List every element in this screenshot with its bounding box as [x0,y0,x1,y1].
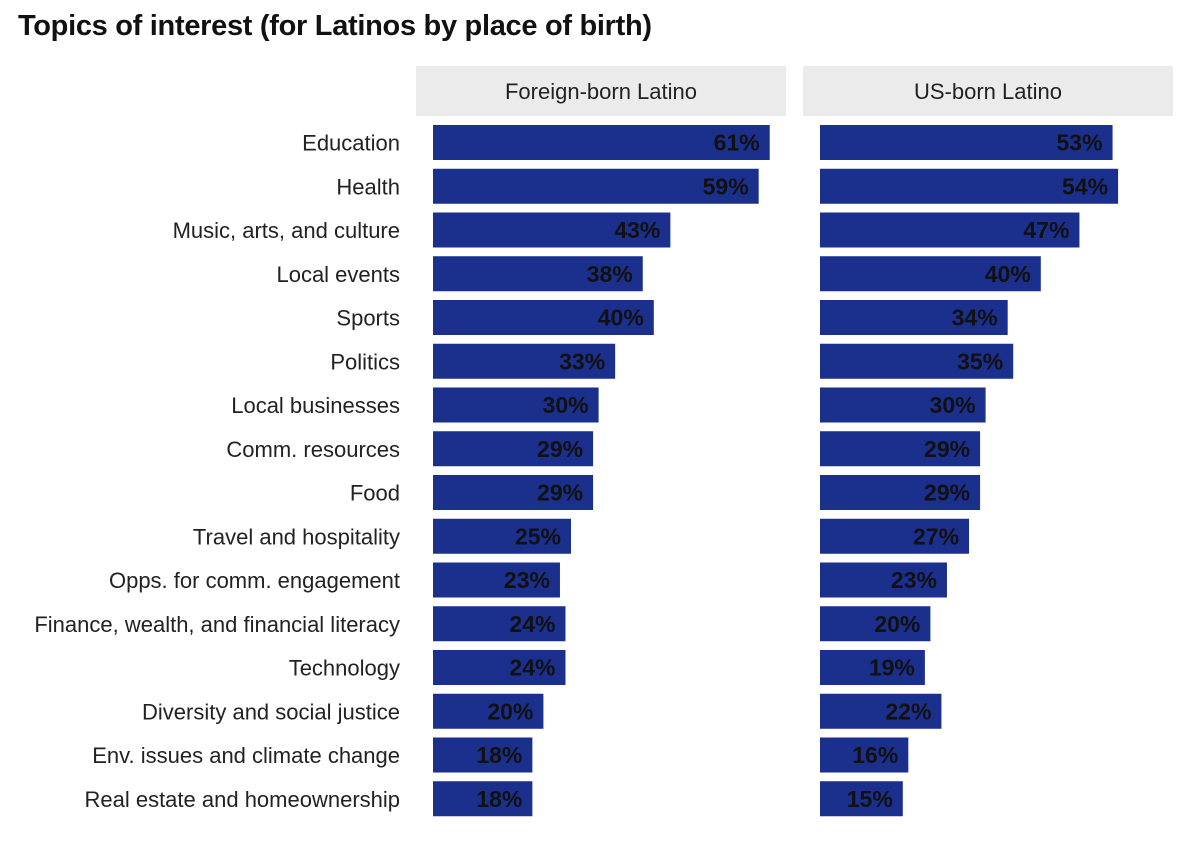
bar [820,168,1119,204]
data-label: 19% [869,655,915,681]
bar [820,562,947,598]
bar [433,343,616,379]
data-label: 18% [476,742,522,768]
category-label: Travel and hospitality [193,524,400,549]
category-label: Technology [289,656,400,681]
data-label: 30% [543,392,589,418]
bar [433,737,533,773]
category-label: Diversity and social justice [142,699,400,724]
bar [820,518,970,554]
bar [433,300,654,335]
data-label: 29% [537,436,583,462]
bar [820,650,925,685]
bar [820,737,909,773]
category-label: Education [302,131,400,156]
chart-title: Topics of interest (for Latinos by place… [18,10,652,42]
bar [820,343,1014,379]
data-label: 29% [924,480,970,506]
category-label: Env. issues and climate change [92,743,400,768]
data-label: 59% [703,173,749,199]
category-label: Food [350,481,400,506]
data-label: 53% [1057,130,1103,156]
panel-label: US-born Latino [914,79,1062,104]
category-label: Real estate and homeownership [84,787,400,812]
bar [433,431,594,467]
bar [820,125,1113,160]
bar [820,387,986,423]
data-label: 15% [847,786,893,812]
bar [433,168,759,204]
category-label: Music, arts, and culture [173,218,400,243]
bar [820,475,981,510]
data-label: 29% [537,480,583,506]
category-label: Local events [276,262,400,287]
data-label: 24% [509,655,555,681]
panel-header [416,66,786,116]
bar [433,475,594,510]
bar [820,300,1008,335]
category-label: Sports [336,306,400,331]
bar [433,387,599,423]
data-label: 25% [515,523,561,549]
bar [820,781,903,817]
data-label: 47% [1023,217,1069,243]
bar [433,693,544,729]
bar [820,256,1041,292]
data-label: 29% [924,436,970,462]
data-label: 54% [1062,173,1108,199]
data-label: 34% [952,305,998,331]
panel-header [803,66,1173,116]
data-label: 40% [598,305,644,331]
data-label: 61% [714,130,760,156]
data-label: 20% [487,698,533,724]
bar [433,562,560,598]
data-label: 23% [891,567,937,593]
data-label: 24% [509,611,555,637]
data-label: 22% [885,698,931,724]
data-label: 33% [559,348,605,374]
data-label: 38% [587,261,633,287]
bar [433,212,671,248]
data-label: 35% [957,348,1003,374]
data-label: 40% [985,261,1031,287]
data-label: 30% [930,392,976,418]
data-label: 27% [913,523,959,549]
bar [820,693,942,729]
bar [433,781,533,817]
category-label: Finance, wealth, and financial literacy [34,612,400,637]
data-label: 23% [504,567,550,593]
bar [433,518,571,554]
bar [433,125,770,160]
data-label: 16% [852,742,898,768]
panel-label: Foreign-born Latino [505,79,697,104]
category-label: Opps. for comm. engagement [109,568,400,593]
bar [820,606,931,642]
data-label: 18% [476,786,522,812]
bar [820,431,981,467]
bar [433,650,566,685]
data-label: 43% [614,217,660,243]
data-label: 20% [874,611,920,637]
category-label: Health [336,174,400,199]
category-label: Comm. resources [226,437,400,462]
bar [820,212,1080,248]
category-label: Local businesses [231,393,400,418]
category-label: Politics [330,349,400,374]
bar [433,256,643,292]
bar [433,606,566,642]
